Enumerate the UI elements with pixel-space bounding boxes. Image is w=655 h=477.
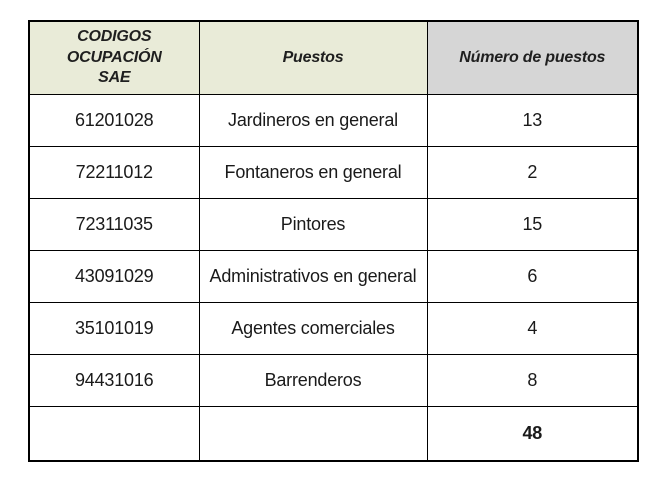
cell-codigo: 61201028 [28,94,200,147]
cell-numero: 6 [426,250,639,303]
table-row: 43091029 Administrativos en general 6 [28,250,639,303]
cell-numero: 2 [426,146,639,199]
header-numero-de-puestos: Número de puestos [426,20,639,95]
cell-numero: 8 [426,354,639,407]
occupation-table-container: CODIGOS OCUPACIÓN SAE Puestos Número de … [28,20,639,462]
cell-codigo-empty [28,406,200,462]
table-row: 35101019 Agentes comerciales 4 [28,302,639,355]
cell-puesto: Agentes comerciales [198,302,428,355]
cell-puesto-empty [198,406,428,462]
cell-puesto: Barrenderos [198,354,428,407]
cell-codigo: 72311035 [28,198,200,251]
header-codigos-ocupacion-sae: CODIGOS OCUPACIÓN SAE [28,20,200,95]
cell-codigo: 72211012 [28,146,200,199]
cell-numero: 13 [426,94,639,147]
cell-puesto: Fontaneros en general [198,146,428,199]
cell-total-numero: 48 [426,406,639,462]
cell-puesto: Administrativos en general [198,250,428,303]
cell-numero: 15 [426,198,639,251]
cell-codigo: 43091029 [28,250,200,303]
cell-codigo: 35101019 [28,302,200,355]
total-row: 48 [28,406,639,462]
occupation-table: CODIGOS OCUPACIÓN SAE Puestos Número de … [28,20,639,462]
table-row: 61201028 Jardineros en general 13 [28,94,639,147]
table-row: 94431016 Barrenderos 8 [28,354,639,407]
header-row: CODIGOS OCUPACIÓN SAE Puestos Número de … [28,20,639,95]
table-row: 72211012 Fontaneros en general 2 [28,146,639,199]
cell-puesto: Pintores [198,198,428,251]
cell-puesto: Jardineros en general [198,94,428,147]
table-row: 72311035 Pintores 15 [28,198,639,251]
header-puestos: Puestos [198,20,428,95]
cell-numero: 4 [426,302,639,355]
cell-codigo: 94431016 [28,354,200,407]
